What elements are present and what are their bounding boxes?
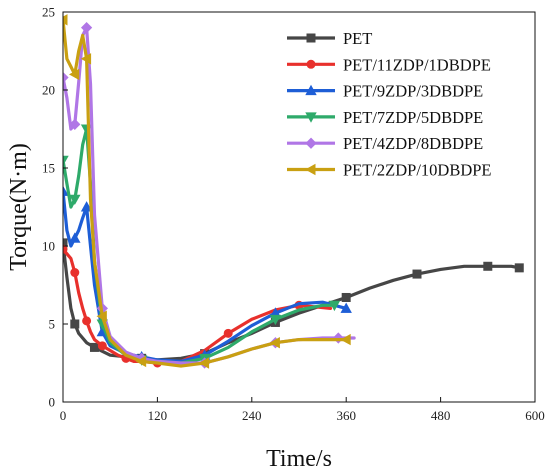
plot-area (63, 14, 524, 369)
series-line (63, 18, 348, 368)
series-point (63, 238, 68, 248)
series-point (135, 355, 147, 368)
series-3 (63, 185, 352, 363)
legend-marker (305, 84, 317, 96)
legend-entry: PET/9ZDP/3DBDPE (287, 82, 483, 101)
series-4 (63, 124, 341, 366)
series-point (63, 155, 69, 167)
series-point (412, 269, 422, 279)
series-point (198, 357, 210, 369)
legend-entry: PET/2ZDP/10DBDPE (287, 161, 492, 180)
series-point (340, 333, 351, 346)
legend-entry: PET/4ZDP/8DBDPE (287, 134, 483, 153)
series-point (69, 194, 81, 206)
legend-marker (305, 163, 316, 176)
series-point (70, 268, 80, 278)
series-point (223, 328, 233, 338)
legend-label: PET (343, 29, 372, 48)
legend-entry: PET/11ZDP/1DBDPE (287, 55, 491, 74)
x-tick-label: 480 (431, 408, 451, 423)
series-layer (63, 14, 524, 369)
y-axis-title: Torque(N·m) (6, 143, 32, 271)
y-tick-label: 10 (42, 239, 55, 254)
y-tick-label: 20 (42, 83, 55, 98)
series-point (80, 201, 93, 212)
legend-label: PET/9ZDP/3DBDPE (343, 82, 483, 101)
series-point (340, 302, 352, 313)
x-axis-title: Time/s (266, 446, 332, 472)
series-point (514, 263, 524, 273)
series-line (63, 127, 336, 365)
y-tick-label: 5 (49, 317, 56, 332)
legend-marker (305, 137, 317, 149)
legend-label: PET/2ZDP/10DBDPE (343, 161, 492, 180)
legend-marker (306, 59, 316, 69)
series-point (341, 292, 351, 302)
series-6 (63, 14, 351, 369)
y-tick-label: 0 (49, 395, 56, 410)
series-1 (63, 238, 524, 363)
series-point (63, 185, 69, 196)
series-point (483, 261, 493, 271)
series-point (69, 118, 81, 130)
legend-label: PET/4ZDP/8DBDPE (343, 134, 483, 153)
x-tick-label: 240 (242, 408, 262, 423)
legend-marker (305, 112, 317, 123)
legend-marker (306, 33, 316, 43)
series-point (80, 21, 93, 34)
legend-entry: PET/7ZDP/5DBDPE (287, 108, 483, 127)
series-point (63, 71, 69, 84)
series-point (269, 314, 282, 326)
x-tick-label: 360 (336, 408, 356, 423)
series-point (96, 310, 107, 322)
series-point (70, 319, 80, 329)
series-point (63, 14, 68, 26)
series-point (69, 232, 81, 243)
series-point (82, 316, 92, 326)
series-point (269, 337, 280, 349)
series-point (68, 68, 80, 81)
x-tick-label: 600 (525, 408, 545, 423)
series-point (63, 244, 68, 254)
legend-entry: PET (287, 29, 372, 48)
y-tick-label: 15 (42, 161, 55, 176)
y-tick-label: 25 (42, 5, 55, 20)
series-point (97, 341, 107, 351)
x-tick-label: 0 (60, 408, 67, 423)
series-point (328, 300, 341, 312)
legend: PET PET/11ZDP/1DBDPE PET/9ZDP/3DBDPE PET/7Z… (287, 29, 492, 180)
legend-label: PET/7ZDP/5DBDPE (343, 108, 483, 127)
legend-label: PET/11ZDP/1DBDPE (343, 55, 491, 74)
plot-frame (62, 11, 536, 403)
series-point (89, 342, 99, 352)
x-tick-label: 120 (148, 408, 168, 423)
series-line (63, 241, 521, 362)
axes: 0 120 240 360 480 600 0 5 10 15 20 25 (42, 5, 545, 424)
series-point (80, 53, 92, 65)
